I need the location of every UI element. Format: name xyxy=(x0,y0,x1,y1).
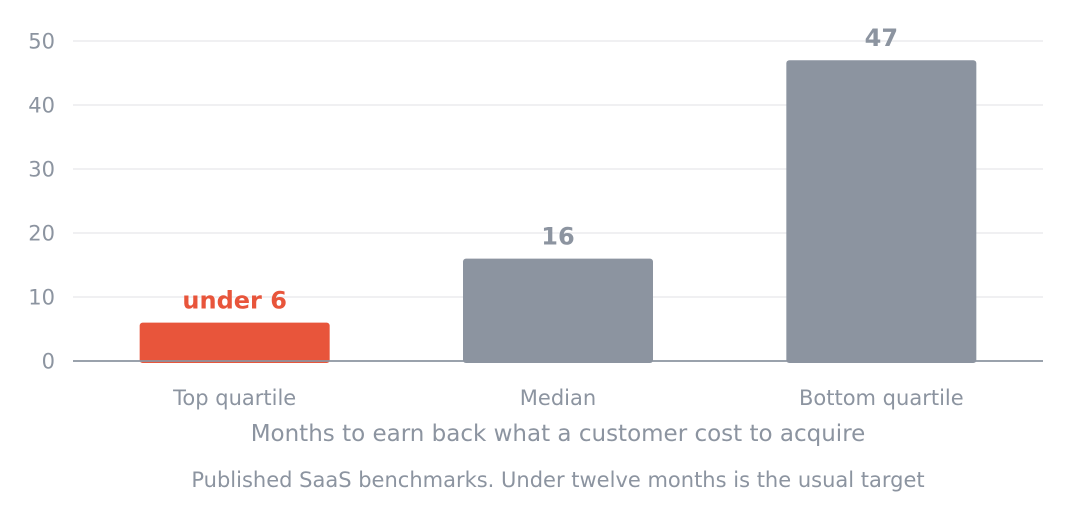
category-label: Top quartile xyxy=(172,386,296,410)
y-axis-ticks: 0 10 20 30 40 50 xyxy=(28,30,55,374)
chart-caption: Published SaaS benchmarks. Under twelve … xyxy=(191,468,924,492)
data-label: under 6 xyxy=(182,287,287,315)
category-labels: Top quartile Median Bottom quartile xyxy=(172,386,964,410)
y-tick-label: 50 xyxy=(28,30,55,54)
bar-bottom-quartile xyxy=(786,60,977,363)
bar-top-quartile xyxy=(139,322,330,363)
category-label: Median xyxy=(520,386,596,410)
x-axis-title: Months to earn back what a customer cost… xyxy=(251,421,866,447)
y-tick-label: 30 xyxy=(28,158,55,182)
y-tick-label: 20 xyxy=(28,222,55,246)
y-tick-label: 10 xyxy=(28,286,55,310)
bar-median xyxy=(463,258,653,363)
y-tick-label: 0 xyxy=(42,350,55,374)
category-label: Bottom quartile xyxy=(799,386,964,410)
data-label: 16 xyxy=(541,223,574,251)
y-tick-label: 40 xyxy=(28,94,55,118)
data-label: 47 xyxy=(865,24,898,52)
data-labels: under 6 16 47 xyxy=(182,24,898,314)
bars xyxy=(139,60,977,363)
